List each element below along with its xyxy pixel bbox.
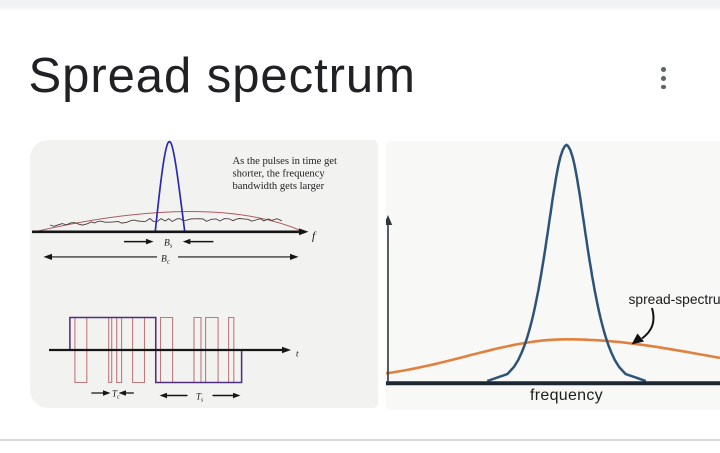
svg-text:As the pulses in time get: As the pulses in time get [233,156,338,167]
svg-text:Tc: Tc [112,389,120,401]
svg-text:Bc: Bc [161,255,170,266]
svg-text:f: f [312,231,317,243]
svg-text:frequency: frequency [530,387,603,404]
svg-text:bandwidth gets larger: bandwidth gets larger [233,181,325,192]
svg-text:spread-spectrum: spread-spectrum [629,292,720,307]
svg-text:Bs: Bs [164,239,173,250]
svg-text:Ts: Ts [196,392,204,404]
svg-text:shorter, the frequency: shorter, the frequency [233,169,326,180]
svg-text:t: t [296,349,299,359]
